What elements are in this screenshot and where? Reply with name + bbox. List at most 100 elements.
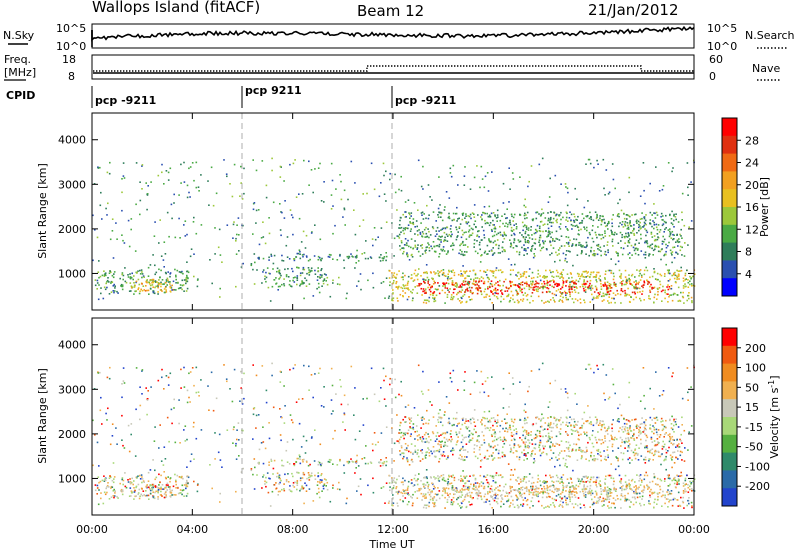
- velocity-echo-point: [643, 504, 645, 506]
- power-echo-point: [193, 179, 195, 182]
- velocity-echo-point: [468, 501, 470, 503]
- power-echo-point: [106, 279, 109, 282]
- power-echo-point: [534, 248, 536, 250]
- velocity-echo-point: [624, 474, 627, 477]
- velocity-echo-point: [478, 491, 481, 494]
- power-echo-point: [354, 182, 356, 184]
- power-echo-point: [648, 245, 651, 248]
- velocity-echo-point: [450, 475, 453, 477]
- velocity-echo-point: [452, 447, 454, 450]
- power-echo-point: [569, 285, 571, 288]
- power-echo-point: [611, 233, 613, 235]
- power-echo-point: [517, 271, 520, 274]
- power-echo-point: [595, 287, 598, 289]
- velocity-echo-point: [493, 499, 496, 502]
- power-echo-point: [294, 276, 296, 279]
- power-echo-point: [667, 280, 670, 282]
- power-echo-point: [431, 277, 433, 280]
- power-echo-point: [669, 294, 671, 296]
- power-echo-point: [402, 213, 404, 216]
- velocity-echo-point: [177, 487, 179, 489]
- power-echo-point: [539, 234, 542, 237]
- velocity-echo-point: [578, 427, 581, 430]
- power-echo-point: [103, 286, 106, 289]
- power-echo-point: [428, 236, 430, 239]
- velocity-echo-point: [273, 484, 276, 486]
- power-echo-point: [461, 301, 463, 303]
- power-echo-point: [626, 218, 628, 220]
- power-echo-point: [687, 186, 689, 189]
- power-echo-point: [495, 267, 498, 269]
- velocity-echo-point: [598, 500, 600, 502]
- velocity-echo-point: [525, 500, 528, 502]
- power-echo-point: [550, 244, 552, 247]
- velocity-echo-point: [568, 490, 570, 493]
- velocity-echo-point: [464, 482, 466, 485]
- power-echo-point: [568, 277, 570, 279]
- power-echo-point: [423, 228, 426, 231]
- power-echo-point: [491, 230, 493, 232]
- power-echo-point: [523, 214, 526, 217]
- velocity-echo-point: [593, 496, 596, 498]
- velocity-echo-point: [493, 488, 496, 491]
- power-echo-point: [305, 234, 308, 237]
- velocity-echo-point: [130, 495, 132, 497]
- power-echo-point: [226, 224, 229, 226]
- power-echo-point: [499, 231, 502, 234]
- power-echo-point: [443, 250, 446, 252]
- power-echo-point: [607, 269, 610, 272]
- power-echo-point: [637, 254, 640, 256]
- velocity-echo-point: [554, 506, 556, 508]
- power-echo-point: [677, 221, 680, 223]
- velocity-echo-point: [679, 475, 681, 477]
- velocity-echo-point: [434, 501, 436, 504]
- power-echo-point: [372, 244, 374, 247]
- velocity-echo-point: [488, 444, 490, 447]
- power-echo-point: [645, 229, 648, 232]
- power-echo-point: [596, 213, 598, 216]
- velocity-echo-point: [620, 482, 622, 484]
- power-echo-point: [433, 271, 435, 273]
- velocity-echo-point: [323, 483, 326, 485]
- power-echo-point: [500, 300, 502, 303]
- velocity-echo-point: [422, 506, 425, 509]
- velocity-echo-point: [611, 443, 614, 446]
- power-echo-point: [186, 276, 188, 279]
- power-echo-point: [200, 174, 202, 176]
- power-echo-point: [318, 276, 321, 278]
- power-echo-point: [596, 253, 599, 256]
- power-echo-point: [673, 238, 675, 240]
- velocity-echo-point: [691, 490, 693, 492]
- velocity-echo-point: [689, 485, 691, 487]
- power-echo-point: [432, 241, 435, 243]
- power-echo-point: [490, 212, 493, 215]
- power-echo-point: [591, 287, 594, 290]
- power-echo-point: [509, 223, 512, 226]
- velocity-echo-point: [513, 437, 515, 440]
- power-echo-point: [603, 218, 605, 221]
- power-echo-point: [552, 240, 554, 242]
- power-echo-point: [656, 238, 659, 241]
- velocity-echo-point: [614, 490, 617, 492]
- power-echo-point: [433, 291, 436, 293]
- velocity-echo-point: [119, 482, 121, 485]
- velocity-echo-point: [478, 483, 481, 485]
- power-echo-point: [111, 218, 114, 220]
- power-echo-point: [491, 250, 493, 252]
- power-echo-point: [509, 281, 512, 283]
- power-echo-point: [161, 163, 163, 166]
- power-echo-point: [465, 289, 467, 291]
- velocity-echo-point: [392, 494, 394, 496]
- velocity-echo-point: [641, 495, 644, 498]
- power-echo-point: [677, 273, 680, 275]
- power-echo-point: [523, 248, 526, 250]
- power-echo-point: [292, 270, 294, 273]
- power-echo-point: [542, 240, 544, 242]
- power-echo-point: [665, 246, 668, 249]
- power-echo-point: [517, 239, 520, 241]
- velocity-echo-point: [464, 477, 466, 479]
- velocity-echo-point: [600, 455, 602, 457]
- velocity-echo-point: [607, 492, 609, 494]
- power-echo-point: [640, 250, 643, 252]
